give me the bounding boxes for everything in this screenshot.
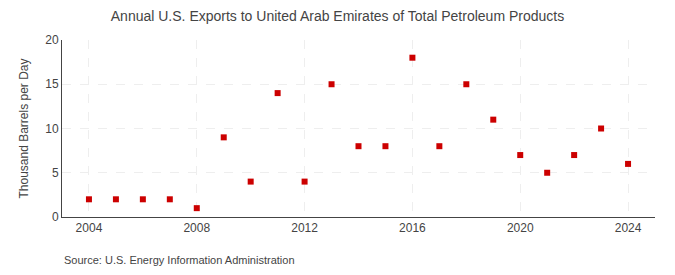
svg-text:2008: 2008 [183,221,210,235]
svg-text:2020: 2020 [507,221,534,235]
svg-text:20: 20 [45,33,59,47]
svg-text:2012: 2012 [291,221,318,235]
svg-text:0: 0 [52,210,59,224]
svg-text:Thousand Barrels per Day: Thousand Barrels per Day [17,58,31,198]
svg-text:Annual U.S. Exports to United: Annual U.S. Exports to United Arab Emira… [111,8,564,24]
svg-text:Source: U.S. Energy Informatio: Source: U.S. Energy Information Administ… [64,254,295,266]
svg-text:2024: 2024 [615,221,642,235]
svg-text:5: 5 [52,166,59,180]
svg-text:2016: 2016 [399,221,426,235]
svg-text:10: 10 [45,122,59,136]
svg-text:2004: 2004 [76,221,103,235]
svg-text:15: 15 [45,77,59,91]
